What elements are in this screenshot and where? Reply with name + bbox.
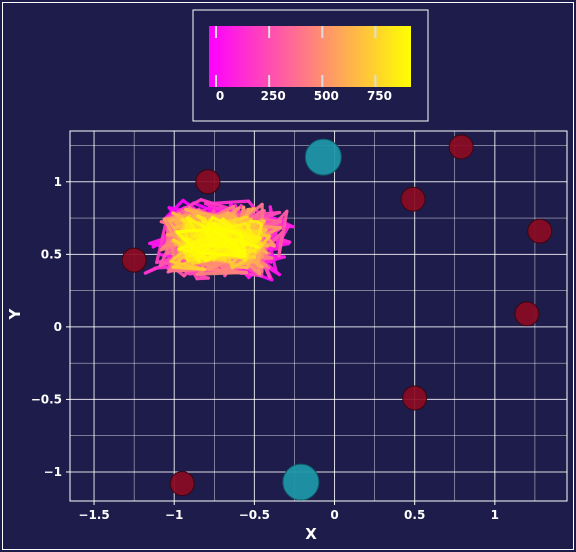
- x-ticks: −1.5 −1 −0.5 0 0.5 1: [78, 501, 499, 522]
- x-axis-title: X: [305, 525, 317, 543]
- y-ticks: −1 −0.5 0 0.5 1: [31, 175, 70, 479]
- trajectory-segment: [239, 233, 247, 256]
- y-tick-label: 1: [54, 175, 62, 189]
- trajectory-segment: [217, 226, 243, 237]
- colorbar-tick-label: 250: [261, 89, 286, 103]
- trajectory-segment: [199, 251, 247, 258]
- red-point: [402, 385, 428, 411]
- trajectory-segment: [200, 243, 239, 249]
- colorbar-tick-label: 750: [367, 89, 392, 103]
- colorbar-ticks: 0 250 500 750: [215, 26, 392, 103]
- trajectory-segment: [204, 232, 247, 258]
- trajectory-segment: [277, 209, 289, 258]
- red-point: [514, 301, 540, 327]
- x-tick-label: −1: [165, 508, 183, 522]
- trajectory-segment: [169, 259, 207, 271]
- trajectory-segment: [155, 216, 169, 265]
- red-point: [169, 471, 195, 497]
- y-tick-label: 0.5: [41, 247, 62, 261]
- trajectory-segment: [177, 247, 202, 256]
- colorbar-tick-label: 0: [216, 89, 224, 103]
- plot-area: [69, 130, 568, 502]
- colorbar-frame: [192, 9, 429, 122]
- x-tick-label: −0.5: [239, 508, 270, 522]
- trajectory-segment: [204, 242, 250, 263]
- red-point: [527, 218, 553, 244]
- red-point: [121, 247, 147, 273]
- grid: [70, 131, 567, 501]
- trajectory-segment: [175, 230, 196, 250]
- trajectory-segment: [211, 216, 229, 226]
- x-tick-label: 1: [491, 508, 499, 522]
- trajectory-segment: [175, 226, 221, 234]
- colorbar-tick-label: 500: [314, 89, 339, 103]
- trajectory-segment: [195, 270, 248, 276]
- y-tick-label: −1: [44, 465, 62, 479]
- x-tick-label: 0: [330, 508, 338, 522]
- red-point: [400, 186, 426, 212]
- y-tick-label: 0: [54, 320, 62, 334]
- trajectory-segment: [244, 222, 253, 236]
- trajectory-segment: [238, 228, 256, 241]
- colorbar: [209, 26, 411, 87]
- teal-point: [304, 138, 342, 176]
- trajectory-segment: [165, 198, 203, 220]
- y-tick-label: −0.5: [31, 392, 62, 406]
- markers: [121, 134, 553, 501]
- teal-point: [282, 463, 320, 501]
- y-axis-title: Y: [6, 307, 24, 320]
- x-tick-label: −1.5: [78, 508, 109, 522]
- trajectory-segment: [212, 229, 247, 256]
- trajectory: [143, 198, 295, 282]
- red-point: [448, 134, 474, 160]
- x-tick-label: 0.5: [404, 508, 425, 522]
- red-point: [195, 169, 221, 195]
